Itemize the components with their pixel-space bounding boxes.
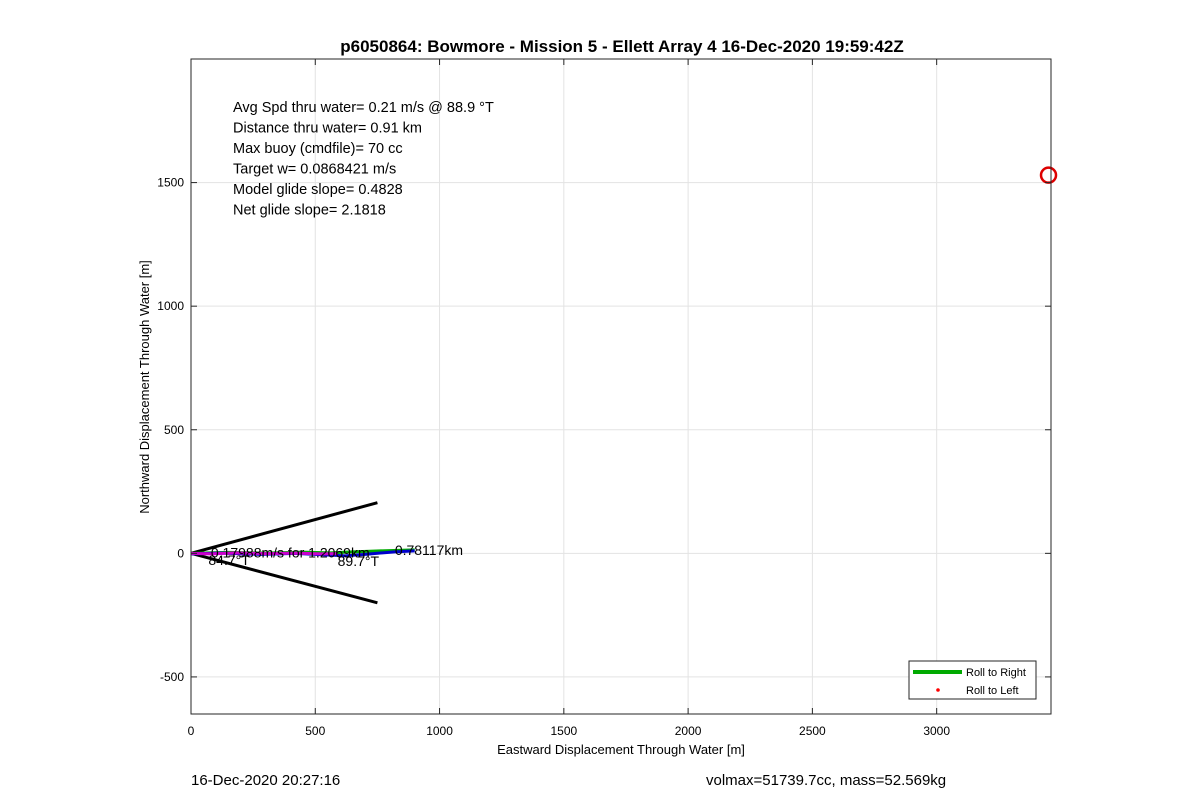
x-tick-label: 2000 (675, 724, 702, 738)
x-tick-label: 3000 (923, 724, 950, 738)
y-axis-label: Northward Displacement Through Water [m] (137, 260, 152, 514)
chart-title: p6050864: Bowmore - Mission 5 - Ellett A… (340, 37, 903, 56)
glide-cone-lines (190, 501, 378, 605)
info-text-block: Avg Spd thru water= 0.21 m/s @ 88.9 °T Di… (233, 100, 494, 219)
y-tick-label: 1500 (157, 176, 184, 190)
trajectory-annotation: 0.17988m/s for 1.2069km (211, 544, 370, 560)
legend-label: Roll to Left (966, 685, 1019, 697)
x-tick-label: 500 (305, 724, 325, 738)
axis-ticks: 0 500 1000 1500 2000 2500 3000 -500 0 500 1000 1500 (157, 59, 1051, 738)
legend: Roll to Right Roll to Left (908, 660, 1037, 700)
trajectory-series (190, 548, 415, 558)
x-tick-label: 1500 (550, 724, 577, 738)
x-tick-label: 2500 (799, 724, 826, 738)
y-tick-label: 1000 (157, 299, 184, 313)
x-tick-label: 0 (188, 724, 195, 738)
legend-box (908, 660, 1037, 700)
legend-dot-swatch (936, 688, 940, 692)
footer-timestamp: 16-Dec-2020 20:27:16 (191, 772, 341, 789)
trajectory-chart: p6050864: Bowmore - Mission 5 - Ellett A… (137, 37, 1058, 757)
info-line: Model glide slope= 0.4828 (233, 182, 403, 198)
trajectory-annotations: 0.17988m/s for 1.2069km 0.78117km 84.7°T 89… (208, 542, 463, 569)
trajectory-annotation: 84.7°T (208, 552, 250, 568)
glide-cone-line (190, 551, 378, 605)
trajectory-annotation: 0.78117km (395, 542, 463, 558)
info-line: Net glide slope= 2.1818 (233, 203, 386, 219)
y-tick-label: -500 (160, 670, 184, 684)
trajectory-annotation: 89.7°T (338, 553, 380, 569)
x-axis-label: Eastward Displacement Through Water [m] (497, 742, 745, 757)
glide-cone-line (190, 501, 378, 555)
info-line: Distance thru water= 0.91 km (233, 121, 422, 137)
info-line: Target w= 0.0868421 m/s (233, 162, 396, 178)
legend-label: Roll to Right (966, 667, 1026, 679)
trajectory-line (190, 551, 338, 556)
x-tick-label: 1000 (426, 724, 453, 738)
info-line: Avg Spd thru water= 0.21 m/s @ 88.9 °T (233, 100, 494, 116)
y-tick-label: 500 (164, 423, 184, 437)
info-line: Max buoy (cmdfile)= 70 cc (233, 141, 403, 157)
grid-lines (190, 59, 1051, 714)
target-circle-marker (1039, 166, 1058, 184)
footer-volmax-mass: volmax=51739.7cc, mass=52.569kg (706, 772, 947, 789)
target-marker (1039, 166, 1058, 184)
plot-frame (190, 58, 1052, 715)
y-tick-label: 0 (177, 546, 184, 560)
